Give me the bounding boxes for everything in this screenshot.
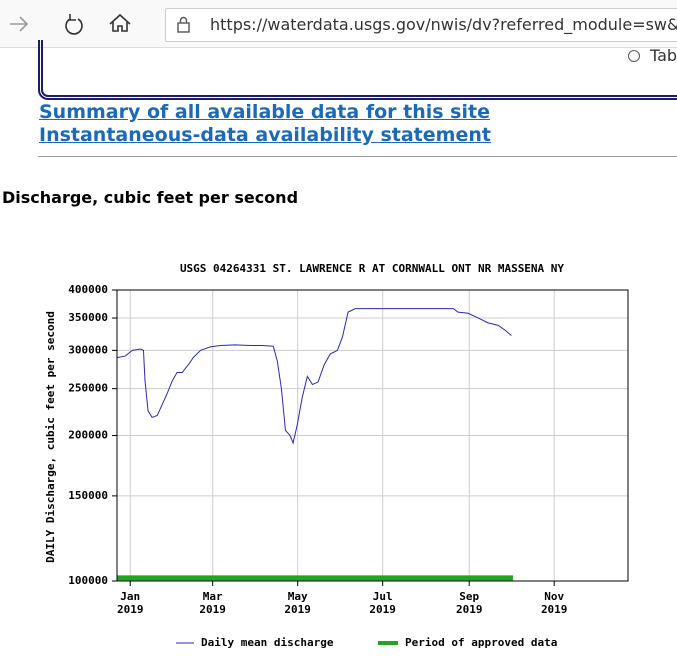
legend-label: Daily mean discharge	[201, 636, 334, 649]
y-tick-label: 400000	[68, 283, 108, 296]
x-tick-label: Jan 2019	[116, 590, 144, 616]
forward-button[interactable]	[10, 16, 29, 32]
address-bar[interactable]	[165, 8, 677, 42]
home-button[interactable]	[109, 13, 131, 32]
x-tick-label: Mar 2019	[199, 590, 226, 616]
y-tick-label: 150000	[68, 489, 108, 502]
y-tick-label: 200000	[68, 429, 108, 442]
radio-button[interactable]	[627, 49, 641, 63]
lock-icon	[177, 16, 190, 33]
chart-title: USGS 04264331 ST. LAWRENCE R AT CORNWALL…	[180, 262, 564, 275]
x-tick-label: Jul 2019	[369, 590, 396, 616]
y-tick-label: 100000	[68, 574, 108, 587]
section-heading: Discharge, cubic feet per second	[2, 188, 299, 207]
y-tick-label: 250000	[68, 382, 108, 395]
radio-label: Tab	[650, 46, 677, 65]
y-tick-label: 350000	[68, 311, 108, 324]
refresh-button[interactable]	[65, 14, 83, 35]
plot-frame	[116, 289, 629, 582]
link[interactable]: Summary of all available data for this s…	[39, 101, 490, 123]
url-text: https://waterdata.usgs.gov/nwis/dv?refer…	[210, 15, 677, 34]
x-tick-label: Sep 2019	[455, 590, 483, 616]
x-tick-label: Nov 2019	[540, 590, 568, 616]
series-line	[117, 308, 512, 445]
link[interactable]: Instantaneous-data availability statemen…	[39, 124, 491, 146]
divider	[38, 156, 677, 157]
options-box	[38, 40, 677, 100]
x-tick-label: May 2019	[284, 590, 311, 616]
legend-label: Period of approved data	[405, 636, 557, 649]
y-tick-label: 300000	[68, 343, 108, 356]
nav-icons	[10, 13, 131, 35]
y-axis-title: DAILY Discharge, cubic feet per second	[44, 311, 57, 563]
